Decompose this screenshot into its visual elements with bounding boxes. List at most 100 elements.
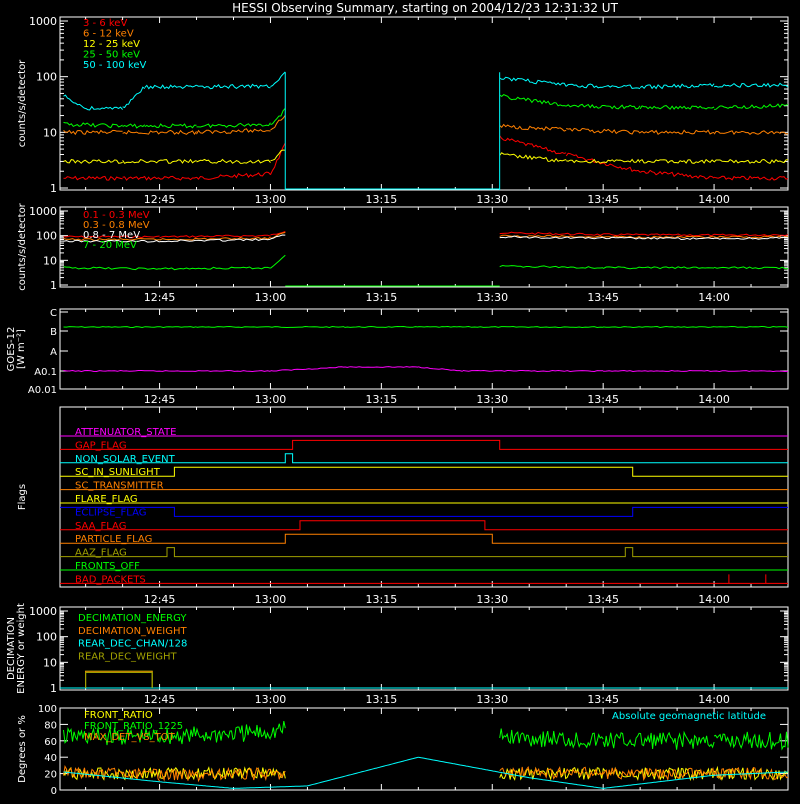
highE-legend-entry: 0.3 - 0.8 MeV (83, 220, 150, 231)
ratio-series-line (63, 756, 788, 789)
ratio-legend-entry: FRONT_RATIO (84, 710, 153, 721)
highE-ytick-label: 100 (36, 230, 57, 243)
flags-series-line (60, 533, 788, 544)
decim-ylabel: DECIMATION (6, 617, 17, 680)
highE-series-line (63, 231, 789, 239)
highE-series-line (63, 254, 789, 271)
ratio-ytick-label: 80 (44, 720, 57, 731)
lowE-ytick-label: 1 (50, 182, 57, 195)
lowE-time-tick-label: 13:15 (366, 193, 398, 206)
lowE-y-axis: 1 10 100 1000 (29, 15, 788, 195)
decim-time-ticks: 12:45 13:00 13:15 13:30 13:45 14:00 (85, 607, 789, 706)
lowE-time-tick-label: 12:45 (144, 193, 176, 206)
lowE-time-ticks: 12:45 13:00 13:15 13:30 13:45 14:00 (85, 17, 789, 206)
lowE-legend-entry: 6 - 12 keV (83, 29, 134, 40)
goes-series-line (63, 366, 789, 373)
plot-title: HESSI Observing Summary, starting on 200… (232, 1, 618, 15)
highE-time-tick-label: 13:15 (366, 291, 398, 304)
ratio-series-group (63, 720, 789, 789)
flags-series-line (60, 547, 788, 558)
lowE-legend-entry: 12 - 25 keV (83, 39, 140, 50)
highE-legend-entry: 7 - 20 MeV (83, 240, 137, 251)
highE-time-tick-label: 12:45 (144, 291, 176, 304)
decim-legend-entry: DECIMATION_WEIGHT (78, 626, 187, 637)
flags-label: GAP_FLAG (75, 440, 127, 451)
highE-series-group (63, 231, 789, 271)
decim-time-tick-label: 13:00 (255, 693, 287, 706)
ratio-ytick-label: 20 (44, 770, 57, 781)
decim-time-tick-label: 13:30 (476, 693, 508, 706)
decim-time-tick-label: 14:00 (698, 693, 730, 706)
highE-time-tick-label: 13:00 (255, 291, 287, 304)
ratio-frame (59, 707, 789, 791)
flags-label: SAA_FLAG (75, 521, 126, 532)
decim-series-line (85, 672, 153, 688)
flags-time-tick-label: 12:45 (144, 593, 176, 606)
ratio-legend: FRONT_RATIOFRONT_RATIO_1225MAX_DET_VS_TO… (84, 710, 766, 743)
decim-series-group (60, 670, 788, 689)
lowE-ytick-label: 100 (36, 71, 57, 84)
lowE-ytick-label: 1000 (29, 15, 57, 28)
flags-time-tick-label: 14:00 (698, 593, 730, 606)
highE-y-axis: 1 10 100 1000 (29, 205, 788, 292)
decim-time-tick-label: 13:15 (366, 693, 398, 706)
goes-ytick-label: B (50, 327, 57, 338)
ratio-ytick-label: 40 (44, 753, 57, 764)
goes-time-tick-label: 13:30 (476, 393, 508, 406)
decim-ytick-label: 1000 (29, 605, 57, 618)
decim-ytick-label: 100 (36, 631, 57, 644)
lowE-time-tick-label: 14:00 (698, 193, 730, 206)
flags-frame (59, 406, 789, 588)
highE-time-ticks: 12:45 13:00 13:15 13:30 13:45 14:00 (85, 207, 789, 304)
highE-ytick-label: 1 (50, 279, 57, 292)
goes-ytick-label: A (50, 347, 57, 358)
decim-legend: DECIMATION_ENERGY DECIMATION_WEIGHT REAR_D… (78, 613, 187, 662)
ratio-ytick-label: 100 (38, 704, 57, 715)
decim-frame (59, 606, 789, 691)
flags-label: AAZ_FLAG (75, 548, 127, 559)
lowE-series-line (63, 135, 789, 181)
ratio-ylabel: Degrees or % (17, 715, 28, 783)
highE-time-tick-label: 13:45 (587, 291, 619, 304)
flags-series-line (60, 574, 788, 584)
decim-ytick-label: 1 (50, 682, 57, 695)
lowE-legend-entry: 50 - 100 keV (83, 60, 147, 71)
highE-ytick-label: 1000 (29, 205, 57, 218)
flags-label: FRONTS_OFF (75, 561, 140, 572)
flags-label: FLARE_FLAG (75, 494, 138, 505)
highE-legend-entry: 0.1 - 0.3 MeV (83, 210, 150, 221)
flags-label: NON_SOLAR_EVENT (75, 454, 176, 465)
decim-legend-entry: REAR_DEC_WEIGHT (78, 651, 177, 662)
flags-series-line (60, 520, 788, 531)
flags-time-tick-label: 13:30 (476, 593, 508, 606)
highE-series-line (63, 232, 789, 242)
flags-label: SC_TRANSMITTER (75, 481, 164, 492)
lowE-series-line (63, 94, 789, 129)
flags-label: ATTENUATOR_STATE (75, 427, 176, 438)
ratio-annotation: Absolute geomagnetic latitude (612, 711, 766, 722)
lowE-ylabel: counts/s/detector (17, 59, 28, 147)
lowE-time-tick-label: 13:45 (587, 193, 619, 206)
lowE-series-line (63, 149, 789, 165)
goes-ytick-label: A0.1 (34, 367, 57, 378)
flags-series-line (60, 466, 788, 477)
highE-frame (59, 206, 789, 288)
goes-ylabel: [W m⁻²] (16, 329, 27, 369)
lowE-legend-entry: 3 - 6 keV (83, 18, 127, 29)
goes-time-tick-label: 13:15 (366, 393, 398, 406)
goes-frame (59, 308, 789, 390)
ratio-ytick-label: 0 (51, 786, 57, 797)
goes-ytick-label: A0.01 (28, 385, 57, 396)
decim-ylabel: ENERGY or weight (16, 603, 27, 694)
decim-ytick-label: 10 (43, 656, 57, 669)
ratio-legend-entry: FRONT_RATIO_1225 (84, 721, 183, 732)
flags-label: ECLIPSE_FLAG (75, 507, 146, 518)
flags-label: SC_IN_SUNLIGHT (75, 467, 161, 478)
flags-label: PARTICLE_FLAG (75, 534, 152, 545)
goes-series-line (63, 325, 789, 329)
lowE-series-group (63, 71, 789, 181)
